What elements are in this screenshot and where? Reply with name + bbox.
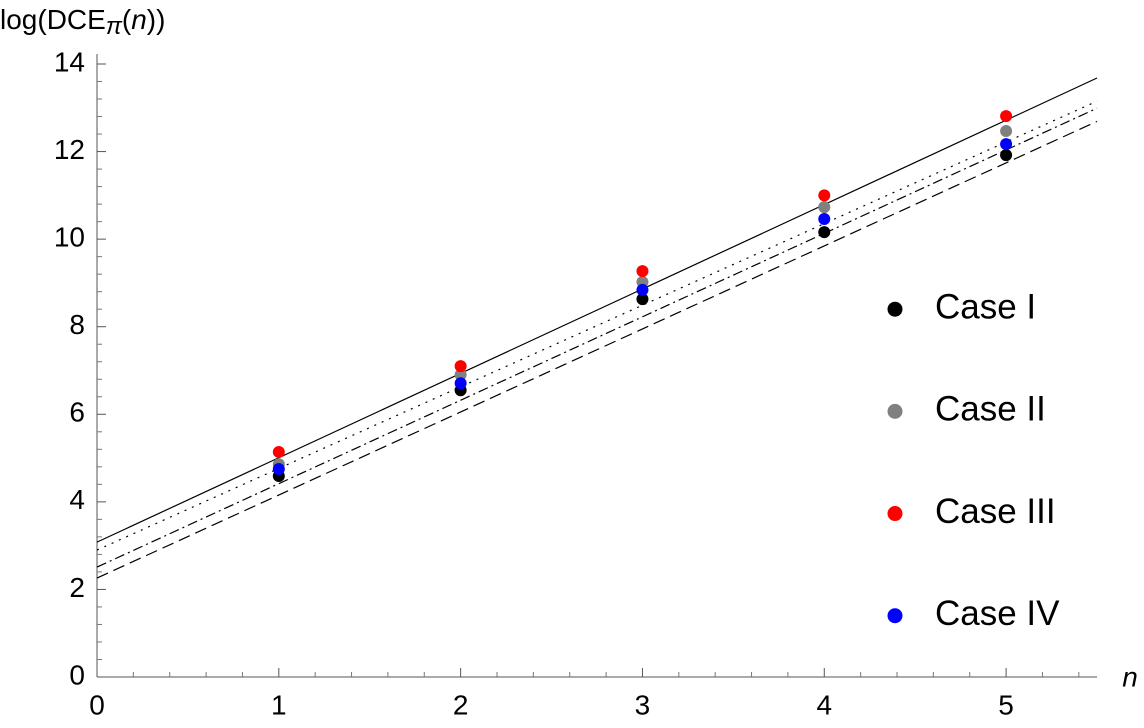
x-tick-label: 4: [816, 689, 832, 720]
point: [1000, 149, 1013, 162]
y-axis-label: log(DCEπ(n)): [0, 4, 165, 40]
y-axis-label-part: π: [106, 13, 123, 40]
legend-marker: [887, 301, 903, 317]
point: [818, 213, 831, 226]
legend-label: Case I: [935, 287, 1036, 326]
point: [818, 201, 831, 214]
y-axis-label-part: log(DCE: [0, 4, 106, 35]
fit-line: [96, 120, 1098, 579]
point: [818, 189, 831, 202]
y-tick-label: 12: [54, 134, 85, 165]
y-tick-label: 6: [69, 397, 85, 428]
point: [1000, 110, 1013, 123]
legend-marker: [887, 506, 903, 522]
point: [636, 293, 649, 306]
x-tick-label: 0: [89, 689, 105, 720]
x-tick-label: 3: [635, 689, 651, 720]
fit-line: [96, 77, 1098, 543]
legend-label: Case II: [935, 390, 1046, 429]
point: [272, 445, 285, 458]
legend-label: Case III: [935, 492, 1056, 531]
point: [818, 226, 831, 239]
point: [454, 368, 467, 381]
x-axis-label: n: [1122, 661, 1138, 692]
point: [636, 283, 649, 296]
point: [454, 377, 467, 390]
point: [454, 360, 467, 373]
y-axis-label-part: )): [147, 4, 166, 35]
point: [1000, 138, 1013, 151]
point: [636, 265, 649, 278]
y-tick-label: 8: [69, 309, 85, 340]
y-tick-label: 2: [69, 572, 85, 603]
point: [272, 463, 285, 476]
y-tick-label: 14: [54, 46, 85, 77]
y-tick-label: 10: [54, 222, 85, 253]
point: [1000, 124, 1013, 137]
y-tick-label: 4: [69, 484, 85, 515]
y-axis-label-part: n: [131, 4, 147, 35]
y-tick-label: 0: [69, 659, 85, 690]
fit-line: [96, 107, 1098, 568]
legend-marker: [887, 608, 903, 624]
x-tick-label: 2: [453, 689, 469, 720]
x-tick-label: 5: [998, 689, 1014, 720]
y-axis-label-part: (: [122, 4, 132, 35]
legend-label: Case IV: [935, 594, 1060, 633]
legend-marker: [887, 403, 903, 419]
x-tick-label: 1: [271, 689, 287, 720]
fit-line: [96, 100, 1098, 551]
